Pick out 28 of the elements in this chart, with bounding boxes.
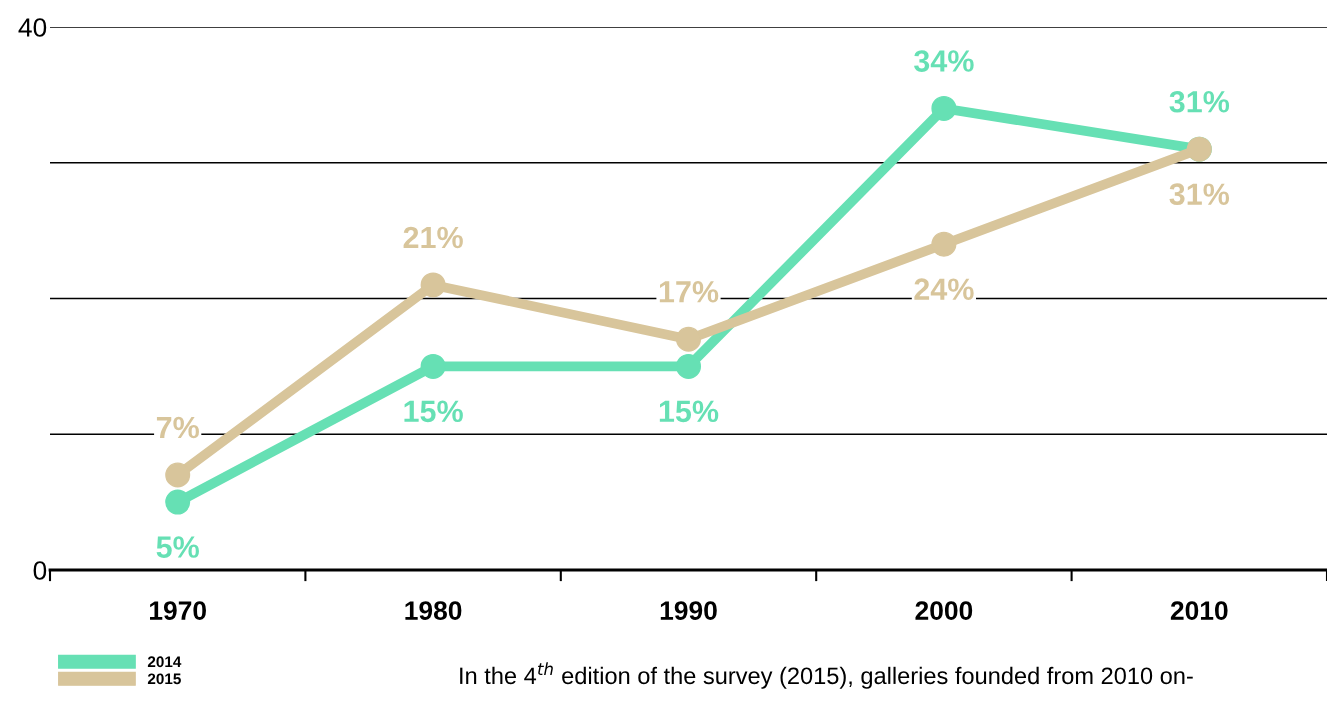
point xyxy=(165,489,191,515)
legend-label: 2015 xyxy=(147,673,181,685)
data-label: 15% xyxy=(404,400,463,423)
data-label: 34% xyxy=(914,50,974,72)
y-tick-label: 40 xyxy=(18,18,47,37)
legend-label: 2014 xyxy=(147,656,182,668)
data-label: 7% xyxy=(156,416,199,439)
x-tick-label: 2000 xyxy=(915,601,973,620)
data-label: 5% xyxy=(156,536,199,558)
data-label: 31% xyxy=(1169,183,1230,205)
data-label: 15% xyxy=(659,400,719,423)
y-tick-label: 0 xyxy=(33,561,47,580)
x-tick-label: 1990 xyxy=(660,601,717,620)
point xyxy=(931,95,957,121)
x-tick-label: 1980 xyxy=(405,601,462,620)
point xyxy=(420,353,446,379)
point xyxy=(675,326,702,352)
x-tick-label: 2010 xyxy=(1170,601,1228,620)
data-label: 17% xyxy=(659,281,719,303)
point xyxy=(675,353,702,379)
data-label: 21% xyxy=(403,226,463,249)
point xyxy=(931,231,957,257)
point xyxy=(165,462,191,488)
data-label: 31% xyxy=(1169,90,1230,113)
x-tick-label: 1970 xyxy=(150,601,206,620)
point xyxy=(420,272,446,298)
text: In the 4$^{th}$ edition of the survey (2015), galleries founded from 2010 on- xyxy=(460,662,1193,689)
data-label: 24% xyxy=(914,278,974,300)
